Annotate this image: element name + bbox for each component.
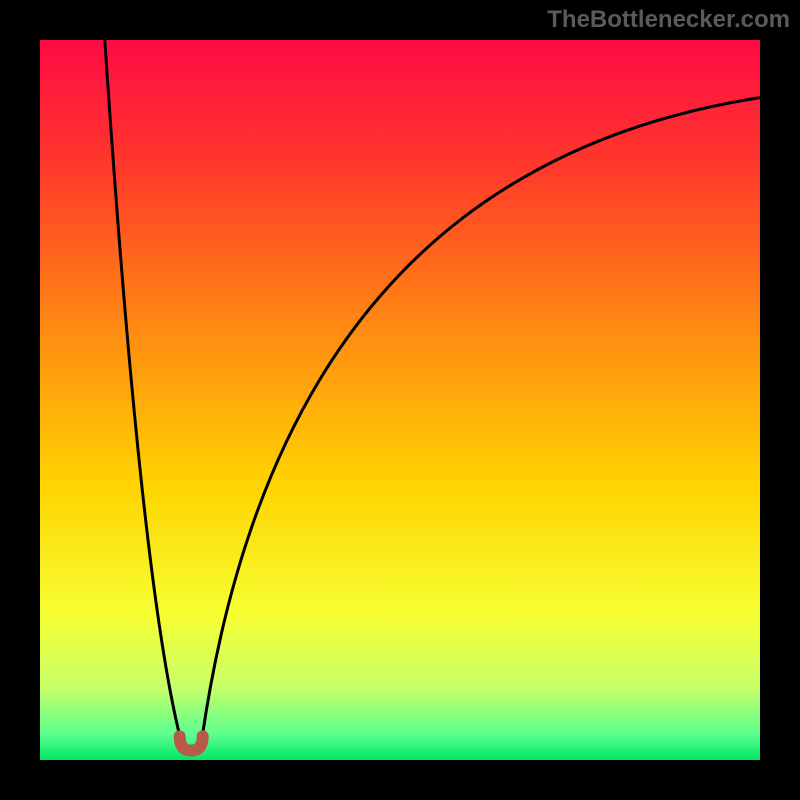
gradient-background [40, 40, 760, 760]
chart-stage: TheBottlenecker.com [0, 0, 800, 800]
bottleneck-chart [0, 0, 800, 800]
watermark-text: TheBottlenecker.com [547, 6, 790, 34]
